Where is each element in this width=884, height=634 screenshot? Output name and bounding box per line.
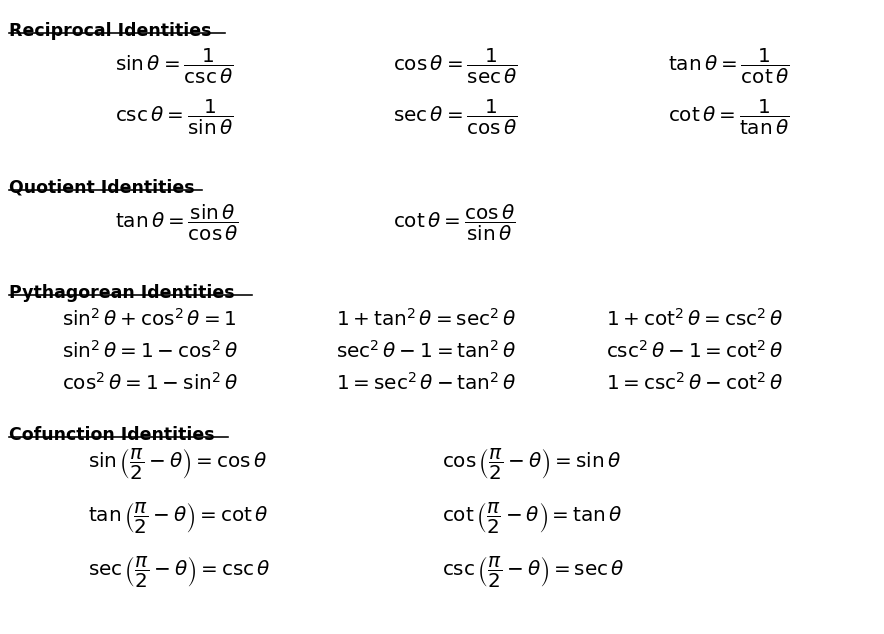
Text: $\csc\theta = \dfrac{1}{\sin\theta}$: $\csc\theta = \dfrac{1}{\sin\theta}$ bbox=[115, 98, 233, 137]
Text: Cofunction Identities: Cofunction Identities bbox=[9, 426, 215, 444]
Text: $1 + \tan^2\theta = \sec^2\theta$: $1 + \tan^2\theta = \sec^2\theta$ bbox=[336, 308, 516, 330]
Text: $\tan\left(\dfrac{\pi}{2} - \theta\right) = \cot\theta$: $\tan\left(\dfrac{\pi}{2} - \theta\right… bbox=[88, 500, 269, 536]
Text: $\sec\left(\dfrac{\pi}{2} - \theta\right) = \csc\theta$: $\sec\left(\dfrac{\pi}{2} - \theta\right… bbox=[88, 554, 271, 590]
Text: Reciprocal Identities: Reciprocal Identities bbox=[9, 22, 211, 40]
Text: $\sec^2\theta - 1 = \tan^2\theta$: $\sec^2\theta - 1 = \tan^2\theta$ bbox=[336, 340, 516, 361]
Text: $\sin^2\theta + \cos^2\theta = 1$: $\sin^2\theta + \cos^2\theta = 1$ bbox=[62, 308, 236, 330]
Text: $\cos\left(\dfrac{\pi}{2} - \theta\right) = \sin\theta$: $\cos\left(\dfrac{\pi}{2} - \theta\right… bbox=[442, 446, 621, 482]
Text: $\tan\theta = \dfrac{1}{\cot\theta}$: $\tan\theta = \dfrac{1}{\cot\theta}$ bbox=[667, 47, 789, 86]
Text: Pythagorean Identities: Pythagorean Identities bbox=[9, 284, 234, 302]
Text: $\cot\theta = \dfrac{\cos\theta}{\sin\theta}$: $\cot\theta = \dfrac{\cos\theta}{\sin\th… bbox=[393, 203, 515, 243]
Text: $\tan\theta = \dfrac{\sin\theta}{\cos\theta}$: $\tan\theta = \dfrac{\sin\theta}{\cos\th… bbox=[115, 203, 239, 243]
Text: Quotient Identities: Quotient Identities bbox=[9, 179, 194, 197]
Text: $\cot\theta = \dfrac{1}{\tan\theta}$: $\cot\theta = \dfrac{1}{\tan\theta}$ bbox=[667, 98, 789, 137]
Text: $\cos\theta = \dfrac{1}{\sec\theta}$: $\cos\theta = \dfrac{1}{\sec\theta}$ bbox=[393, 47, 518, 86]
Text: $1 = \csc^2\theta - \cot^2\theta$: $1 = \csc^2\theta - \cot^2\theta$ bbox=[606, 372, 782, 393]
Text: $\sin^2\theta = 1 - \cos^2\theta$: $\sin^2\theta = 1 - \cos^2\theta$ bbox=[62, 340, 238, 361]
Text: $1 = \sec^2\theta - \tan^2\theta$: $1 = \sec^2\theta - \tan^2\theta$ bbox=[336, 372, 516, 393]
Text: $\cot\left(\dfrac{\pi}{2} - \theta\right) = \tan\theta$: $\cot\left(\dfrac{\pi}{2} - \theta\right… bbox=[442, 500, 622, 536]
Text: $\cos^2\theta = 1 - \sin^2\theta$: $\cos^2\theta = 1 - \sin^2\theta$ bbox=[62, 372, 238, 393]
Text: $\sec\theta = \dfrac{1}{\cos\theta}$: $\sec\theta = \dfrac{1}{\cos\theta}$ bbox=[393, 98, 518, 137]
Text: $1 + \cot^2\theta = \csc^2\theta$: $1 + \cot^2\theta = \csc^2\theta$ bbox=[606, 308, 782, 330]
Text: $\csc\left(\dfrac{\pi}{2} - \theta\right) = \sec\theta$: $\csc\left(\dfrac{\pi}{2} - \theta\right… bbox=[442, 554, 625, 590]
Text: $\sin\theta = \dfrac{1}{\csc\theta}$: $\sin\theta = \dfrac{1}{\csc\theta}$ bbox=[115, 47, 233, 86]
Text: $\sin\left(\dfrac{\pi}{2} - \theta\right) = \cos\theta$: $\sin\left(\dfrac{\pi}{2} - \theta\right… bbox=[88, 446, 267, 482]
Text: $\csc^2\theta - 1 = \cot^2\theta$: $\csc^2\theta - 1 = \cot^2\theta$ bbox=[606, 340, 782, 361]
